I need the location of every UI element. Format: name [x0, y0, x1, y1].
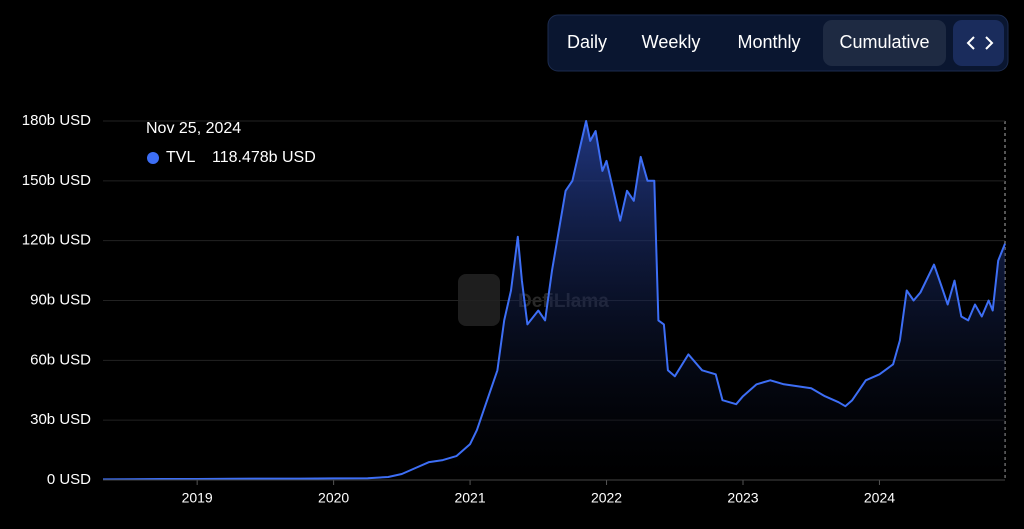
- x-tick-label: 2021: [454, 490, 485, 506]
- y-tick-label: 150b USD: [22, 172, 91, 189]
- legend-label: TVL: [166, 149, 195, 166]
- embed-icon: [966, 36, 994, 50]
- x-tick-label: 2019: [182, 490, 213, 506]
- control-active-bg: [823, 20, 946, 66]
- control-button[interactable]: Weekly: [642, 32, 701, 52]
- control-button[interactable]: Cumulative: [839, 32, 929, 52]
- y-tick-label: 90b USD: [30, 291, 91, 308]
- control-button[interactable]: Monthly: [737, 32, 800, 52]
- y-tick-label: 120b USD: [22, 232, 91, 249]
- tooltip-date: Nov 25, 2024: [146, 120, 241, 137]
- y-tick-label: 180b USD: [22, 112, 91, 129]
- tooltip-value: 118.478b USD: [212, 149, 316, 166]
- x-tick-label: 2024: [864, 490, 895, 506]
- x-tick-label: 2020: [318, 490, 349, 506]
- control-button[interactable]: Daily: [567, 32, 607, 52]
- y-tick-label: 0 USD: [47, 471, 91, 488]
- legend-dot: [147, 152, 159, 164]
- embed-button[interactable]: [953, 20, 1004, 66]
- x-tick-label: 2022: [591, 490, 622, 506]
- line: [102, 120, 1006, 481]
- x-tick-label: 2023: [727, 490, 758, 506]
- y-tick-label: 60b USD: [30, 351, 91, 368]
- area: [103, 121, 1005, 480]
- y-tick-label: 30b USD: [30, 411, 91, 428]
